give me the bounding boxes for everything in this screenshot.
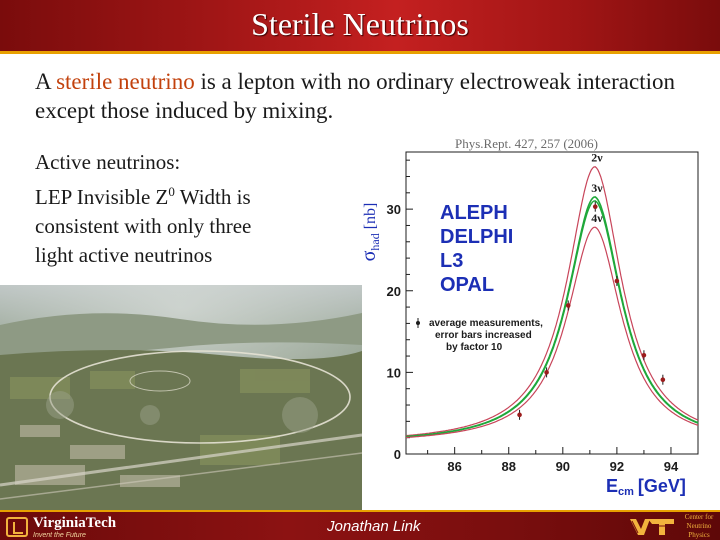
measurement-point — [544, 370, 549, 375]
measurement-point — [517, 412, 522, 418]
x-tick-label: 88 — [502, 459, 516, 474]
ylabel-unit: [nb] — [362, 203, 379, 230]
series-label-0: 2ν — [591, 151, 603, 165]
ylabel-symbol: σ — [358, 250, 380, 261]
intro-paragraph: A sterile neutrino is a lepton with no o… — [35, 67, 675, 125]
exp-delphi: DELPHI — [440, 226, 513, 248]
annotation-line-3: by factor 10 — [446, 342, 503, 353]
active-line-4: light active neutrinos — [35, 243, 213, 267]
annotation-line-1: average measurements, — [429, 318, 543, 329]
xlabel-unit: [GeV] — [638, 476, 686, 496]
z-lineshape-chart: 86 88 90 92 94 0 10 20 30 2ν 3ν 4ν ALEPH DELPHI L3… — [348, 144, 720, 510]
reference-citation: Phys.Rept. 427, 257 (2006) — [455, 136, 598, 151]
center-line-1: Center for — [684, 513, 714, 521]
vt-shield-icon — [6, 517, 28, 537]
measurement-point — [660, 377, 666, 383]
measurement-point — [614, 278, 620, 284]
x-tick-label: 92 — [610, 459, 624, 474]
x-tick-label: 86 — [447, 459, 461, 474]
xlabel-symbol: E — [606, 476, 618, 496]
exp-opal: OPAL — [440, 274, 494, 296]
center-line-3: Physics — [688, 531, 710, 539]
active-line-1: Active neutrinos: — [35, 150, 181, 174]
active-line-3: consistent with only three — [35, 214, 252, 238]
ylabel-sub: had — [368, 233, 382, 250]
y-tick-label: 20 — [387, 284, 401, 299]
active-line-2-post: Width is — [174, 185, 251, 209]
legend-marker — [416, 318, 420, 328]
footer-bar: VirginiaTech Invent the Future Jonathan … — [0, 510, 720, 540]
plot-frame — [405, 151, 699, 455]
annotation-line-2: error bars increased — [435, 330, 532, 341]
series-label-2: 4ν — [591, 211, 603, 225]
university-name: VirginiaTech — [33, 514, 117, 531]
z-superscript: 0 — [168, 184, 175, 199]
curve-2 — [405, 226, 699, 439]
vt-monogram-icon — [630, 519, 674, 535]
x-axis-label: Ecm [GeV] — [606, 476, 686, 498]
measurement-point — [592, 204, 598, 209]
intro-highlight: sterile neutrino — [56, 69, 195, 94]
center-for-neutrino-physics: Center for Neutrino Physics — [680, 513, 718, 540]
author-name: Jonathan Link — [327, 518, 421, 535]
measurement-point — [565, 303, 571, 308]
xlabel-sub: cm — [618, 486, 634, 498]
svg-text:σhad[nb]: σhad [nb] — [358, 203, 382, 262]
slide-title: Sterile Neutrinos — [251, 6, 469, 42]
x-tick-label: 90 — [556, 459, 570, 474]
chart-svg: 86 88 90 92 94 0 10 20 30 2ν 3ν 4ν ALEPH DELPHI L3… — [358, 151, 699, 498]
curve-0 — [405, 166, 699, 437]
y-axis-label: σhad [nb] — [358, 203, 382, 262]
y-tick-label: 0 — [394, 447, 401, 462]
measurement-point — [641, 352, 647, 358]
lep-aerial-photo — [0, 285, 362, 511]
exp-l3: L3 — [440, 250, 463, 272]
x-tick-label: 94 — [664, 459, 679, 474]
y-tick-label: 30 — [387, 202, 401, 217]
series-label-1: 3ν — [591, 181, 603, 195]
virginia-tech-logo: VirginiaTech Invent the Future — [6, 515, 116, 539]
curve-3nu-band — [405, 200, 699, 438]
university-tagline: Invent the Future — [33, 531, 86, 539]
center-line-2: Neutrino — [686, 522, 712, 530]
active-line-2-pre: LEP Invisible Z — [35, 185, 169, 209]
intro-post: is a lepton with no ordinary electroweak… — [35, 69, 675, 123]
active-neutrinos-block: Active neutrinos: LEP Invisible Z0 Width… — [35, 148, 335, 270]
exp-aleph: ALEPH — [440, 202, 508, 224]
active-line-2: LEP Invisible Z0 Width is — [35, 177, 335, 212]
intro-pre: A — [35, 69, 57, 94]
y-tick-label: 10 — [387, 365, 401, 380]
title-bar: Sterile Neutrinos — [0, 0, 720, 54]
